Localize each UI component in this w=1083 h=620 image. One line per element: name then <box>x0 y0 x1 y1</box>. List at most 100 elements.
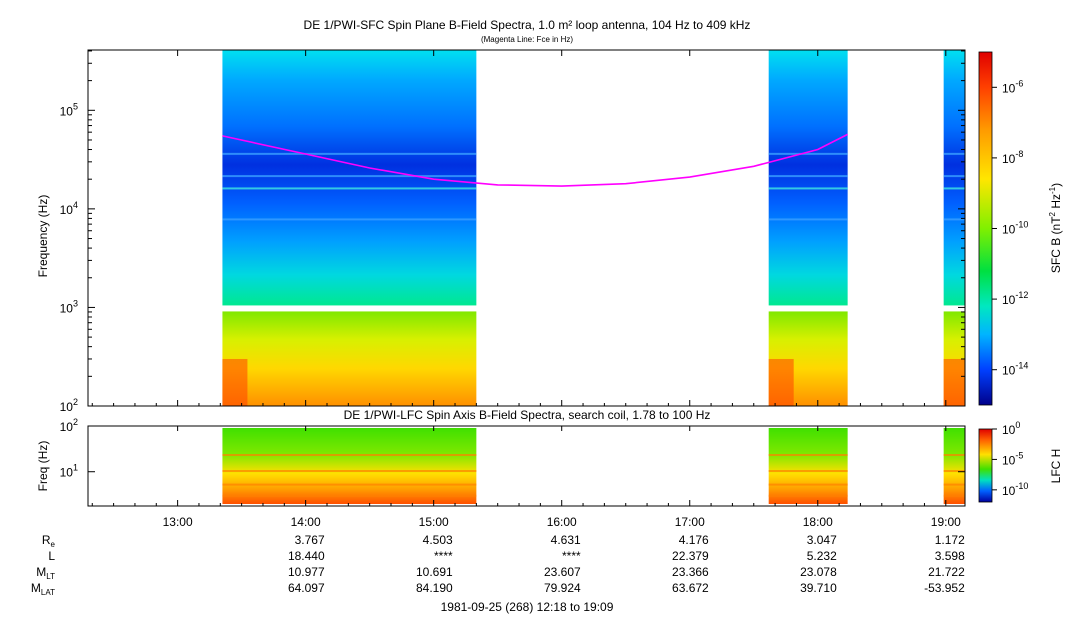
ephemeris-value: 5.232 <box>807 549 837 563</box>
bottom-y-tick-label: 102 <box>60 417 78 434</box>
bottom-y-tick-label: 101 <box>60 463 78 480</box>
top-title: DE 1/PWI-SFC Spin Plane B-Field Spectra,… <box>304 18 751 32</box>
top-colorbar: 10-6 10-8 10-10 10-12 10-14 SFC B (nT2 Hz-1) <box>978 51 1063 406</box>
bottom-segment-band <box>222 428 477 504</box>
top-spectrogram: 102 103 104 105 Frequency (Hz) <box>36 49 966 414</box>
bottom-segment-stripe <box>222 494 477 497</box>
ephemeris-value: 4.631 <box>551 533 581 547</box>
footer-date-range: 1981-09-25 (268) 12:18 to 19:09 <box>441 600 614 614</box>
bottom-segment-stripe <box>768 470 848 472</box>
ephemeris-row-label: MLT <box>36 565 55 581</box>
x-tick-label: 16:00 <box>547 515 577 529</box>
top-segment-hot-edge <box>943 358 965 406</box>
ephemeris-value: 3.598 <box>935 549 965 563</box>
bottom-segment-band <box>768 428 848 504</box>
top-segment-hot-edge <box>768 358 794 406</box>
x-tick-label: 13:00 <box>163 515 193 529</box>
top-data-segments <box>222 50 965 406</box>
bottom-segment-stripe <box>222 470 477 472</box>
ephemeris-value: 79.924 <box>544 581 581 595</box>
top-segment-1 <box>768 50 848 406</box>
top-colorbar-label: SFC B (nT2 Hz-1) <box>1048 183 1063 273</box>
bottom-segment-stripe <box>222 454 477 456</box>
ephemeris-value: 23.607 <box>544 565 581 579</box>
ephemeris-row-label: Re <box>42 533 56 549</box>
bottom-title: DE 1/PWI-LFC Spin Axis B-Field Spectra, … <box>344 408 711 422</box>
bottom-segment-stripe <box>943 470 965 472</box>
top-plot-frame <box>87 49 966 407</box>
ephemeris-value: -53.952 <box>924 581 965 595</box>
bottom-data-segments <box>222 428 965 504</box>
bottom-colorbar-label: LFC H <box>1049 449 1063 484</box>
top-y-tick-label: 104 <box>60 200 78 217</box>
bottom-segment-stripe <box>768 483 848 486</box>
ephemeris-value: 3.767 <box>295 533 325 547</box>
bottom-plot-frame <box>87 425 966 507</box>
fce-line <box>222 133 848 187</box>
top-subtitle: (Magenta Line: Fce in Hz) <box>481 35 573 44</box>
top-segment-line <box>222 218 477 221</box>
x-tick-label: 14:00 <box>291 515 321 529</box>
bottom-colorbar-tick-label: 10-5 <box>1002 450 1023 467</box>
bottom-segment-stripe <box>943 454 965 456</box>
top-y-axis-label: Frequency (Hz) <box>36 195 50 278</box>
top-colorbar-tick-label: 10-12 <box>1002 290 1028 307</box>
ephemeris-value: 10.691 <box>416 565 453 579</box>
top-segment-line <box>943 218 965 221</box>
top-segment-high-band <box>222 50 477 306</box>
bottom-segment-stripe <box>768 454 848 456</box>
top-colorbar-ticks: 10-6 10-8 10-10 10-12 10-14 <box>992 78 1028 378</box>
ephemeris-value: 4.176 <box>679 533 709 547</box>
x-ticks: 13:00 14:00 15:00 16:00 17:00 18:00 19:00 <box>91 50 961 529</box>
top-segment-high-band <box>943 50 965 306</box>
ephemeris-table: Re 3.767 4.503 4.631 4.176 3.047 1.172 L 18.440 *… <box>31 533 965 597</box>
top-segment-line <box>943 152 965 155</box>
top-segment-line <box>222 187 477 190</box>
bottom-segment-stripe <box>222 483 477 486</box>
top-segment-line <box>943 187 965 190</box>
top-segment-2 <box>943 50 965 406</box>
top-segment-hot-edge <box>222 358 248 406</box>
top-segment-line <box>943 175 965 178</box>
bottom-segment-stripe <box>943 483 965 486</box>
top-segment-line <box>768 218 848 221</box>
ephemeris-value: **** <box>562 549 581 563</box>
top-segment-0 <box>222 50 477 406</box>
x-tick-label: 19:00 <box>931 515 961 529</box>
top-y-tick-label: 103 <box>60 298 78 315</box>
bottom-colorbar-gradient <box>978 428 993 503</box>
top-segment-line <box>768 187 848 190</box>
bottom-colorbar: 100 10-5 10-10 LFC H <box>978 420 1063 503</box>
top-segment-line <box>768 152 848 155</box>
top-segment-line <box>222 152 477 155</box>
ephemeris-value: 1.172 <box>935 533 965 547</box>
bottom-colorbar-tick-label: 10-10 <box>1002 481 1028 498</box>
top-y-tick-label: 102 <box>60 397 78 414</box>
ephemeris-value: 23.366 <box>672 565 709 579</box>
top-colorbar-tick-label: 10-14 <box>1002 361 1028 378</box>
ephemeris-row-label: MLAT <box>31 581 55 597</box>
ephemeris-value: 22.379 <box>672 549 709 563</box>
ephemeris-value: 23.078 <box>800 565 837 579</box>
ephemeris-value: 63.672 <box>672 581 709 595</box>
ephemeris-value: 84.190 <box>416 581 453 595</box>
top-segment-line <box>222 175 477 178</box>
x-tick-label: 15:00 <box>419 515 449 529</box>
top-segment-line <box>768 175 848 178</box>
bottom-segment-band <box>943 428 965 504</box>
top-colorbar-gradient <box>978 51 993 406</box>
bottom-segment-1 <box>768 428 848 504</box>
top-colorbar-tick-label: 10-6 <box>1002 78 1023 95</box>
top-y-tick-label: 105 <box>60 101 78 118</box>
ephemeris-value: 10.977 <box>288 565 325 579</box>
bottom-y-axis-label: Freq (Hz) <box>36 441 50 492</box>
x-tick-label: 17:00 <box>675 515 705 529</box>
ephemeris-value: 3.047 <box>807 533 837 547</box>
bottom-segment-2 <box>943 428 965 504</box>
bottom-segment-stripe <box>943 494 965 497</box>
bottom-spectrogram: 101 102 13:00 14:00 15:00 16:00 17:00 18:00 19:… <box>36 50 966 529</box>
ephemeris-value: 39.710 <box>800 581 837 595</box>
x-tick-label: 18:00 <box>803 515 833 529</box>
bottom-segment-0 <box>222 428 477 504</box>
